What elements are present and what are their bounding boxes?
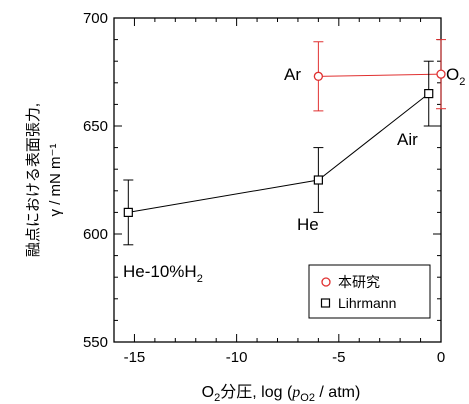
legend-marker-honkenkyu [321, 277, 331, 287]
y-tick-label: 600 [83, 226, 108, 243]
legend-label-honkenkyu: 本研究 [338, 274, 380, 290]
data-point-square [424, 88, 434, 99]
data-point-square [313, 175, 323, 185]
x-tick-label: -5 [332, 349, 345, 366]
x-axis-label: O2分圧, log (pO2 / atm) [202, 383, 361, 404]
legend-box [308, 264, 431, 319]
axis-ticks: -15 -10 -5 0 550 600 650 700 [83, 10, 445, 366]
data-point-square [123, 207, 133, 217]
x-tick-label: 0 [437, 349, 445, 366]
y-axis-label: 融点における表面張力, γ / mN m⁻¹ [25, 103, 64, 257]
series-line-1 [128, 93, 430, 213]
annotation-ar: Ar [284, 65, 301, 84]
y-axis-label-line1: 融点における表面張力, [25, 103, 42, 257]
annotation-he: He [297, 215, 319, 234]
data-point-circle [313, 71, 324, 81]
annotation-he-10-h2: He-10%H2 [123, 262, 203, 285]
legend: 本研究 Lihrmann [308, 264, 431, 319]
series-line-0 [318, 73, 442, 77]
x-tick-label: -10 [226, 349, 248, 366]
x-tick-label: -15 [124, 349, 146, 366]
series-lines [128, 73, 442, 213]
y-tick-label: 650 [83, 118, 108, 135]
legend-marker-lihrmann [320, 298, 331, 308]
y-axis-label-line2: γ / mN m⁻¹ [47, 144, 64, 217]
y-tick-label: 550 [83, 334, 108, 351]
legend-label-lihrmann: Lihrmann [338, 295, 396, 311]
data-point-circle [436, 69, 446, 79]
annotation-air: Air [397, 130, 418, 149]
y-tick-label: 700 [83, 10, 108, 27]
data-markers [123, 69, 446, 217]
annotation-o2: O2 [446, 65, 465, 88]
